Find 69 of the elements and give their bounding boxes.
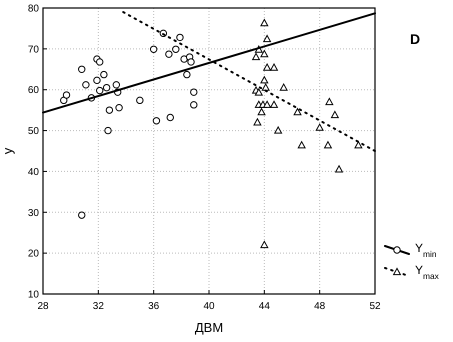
y-tick-label: 10 (28, 290, 40, 300)
point (172, 46, 180, 53)
point (260, 240, 268, 248)
point (78, 211, 86, 219)
point (263, 100, 271, 108)
point (263, 34, 271, 42)
point (252, 52, 260, 60)
point (96, 86, 104, 94)
point (115, 104, 123, 112)
point (325, 98, 334, 106)
point (176, 34, 184, 42)
point (93, 76, 101, 84)
point (78, 66, 86, 73)
y-tick-label: 20 (28, 248, 40, 260)
point (106, 106, 114, 114)
legend-label: Y$_{min}$ (415, 241, 437, 259)
point (187, 58, 195, 66)
point (183, 70, 191, 78)
x-tick-label: 52 (369, 301, 381, 312)
point (280, 84, 288, 91)
point (112, 81, 120, 89)
point (104, 126, 112, 134)
point (260, 76, 268, 84)
point (100, 70, 108, 78)
point (335, 165, 343, 172)
y-tick-label: 60 (28, 85, 40, 96)
point (324, 141, 332, 148)
point (60, 96, 68, 104)
point (152, 117, 160, 124)
point (82, 81, 90, 89)
y-tick-label: 30 (28, 208, 40, 219)
point (165, 50, 173, 58)
x-tick-label: 44 (258, 301, 270, 312)
x-tick-label: 32 (92, 301, 104, 312)
point (166, 114, 174, 122)
y-axis-title: y (0, 147, 15, 154)
point (316, 124, 324, 131)
point (136, 96, 144, 104)
point (260, 50, 268, 58)
point (270, 100, 278, 108)
point (190, 88, 198, 96)
point (150, 46, 158, 53)
point (270, 64, 278, 71)
x-axis-title: ДВМ (194, 320, 224, 335)
point (62, 91, 70, 99)
point (258, 108, 266, 116)
y-tick-label: 70 (28, 44, 40, 56)
point (298, 141, 306, 148)
x-tick-label: 48 (314, 301, 326, 312)
text: D (410, 31, 420, 47)
point (190, 101, 198, 109)
x-tick-label: 28 (37, 301, 49, 312)
y-tick-label: 50 (28, 126, 40, 138)
point (260, 19, 268, 26)
x-tick-label: 40 (203, 301, 215, 312)
y-tick-label: 40 (28, 166, 40, 178)
point (96, 58, 104, 66)
y-tick-label: 80 (28, 4, 40, 14)
x-tick-label: 36 (148, 301, 160, 312)
point (294, 108, 302, 116)
point (254, 88, 263, 96)
legend-label: Y$_{max}$ (415, 263, 440, 281)
point (330, 110, 339, 118)
point (102, 84, 110, 92)
point (263, 64, 271, 71)
point (254, 118, 262, 126)
point (274, 126, 282, 134)
point (354, 141, 362, 148)
point (262, 84, 270, 91)
